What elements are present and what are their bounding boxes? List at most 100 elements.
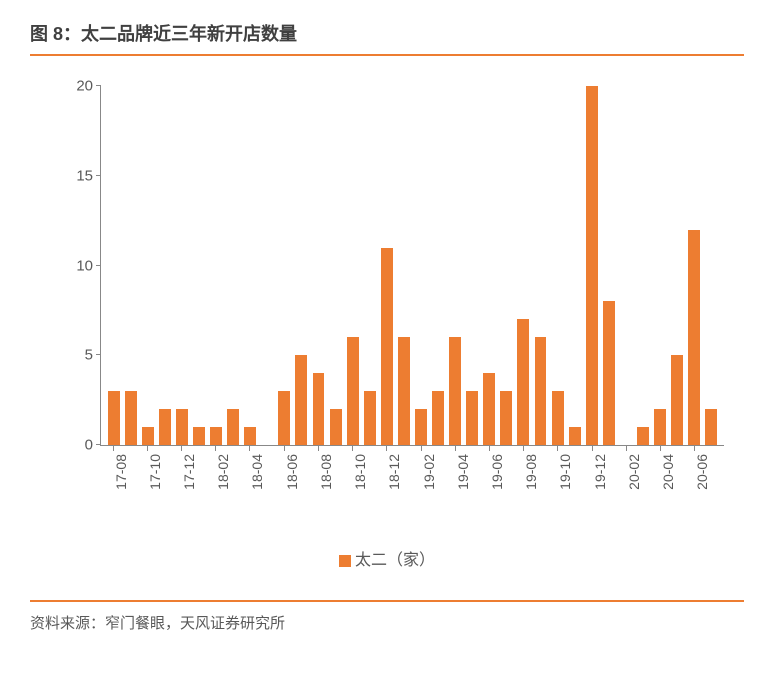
bar xyxy=(278,391,290,445)
bar-slot xyxy=(293,86,310,445)
x-tick-mark xyxy=(215,446,216,451)
bar xyxy=(125,391,137,445)
bar xyxy=(603,301,615,445)
x-slot xyxy=(326,446,343,526)
y-tick-label: 15 xyxy=(76,167,101,184)
x-slot: 18-10 xyxy=(344,446,361,526)
bar-slot xyxy=(617,86,634,445)
bar xyxy=(313,373,325,445)
bar-slot xyxy=(207,86,224,445)
bar-container xyxy=(101,86,724,445)
x-slot xyxy=(429,446,446,526)
x-slot xyxy=(258,446,275,526)
x-slot: 19-08 xyxy=(515,446,532,526)
bar xyxy=(483,373,495,445)
bar xyxy=(364,391,376,445)
x-slot xyxy=(703,446,720,526)
chart-header: 图 8：太二品牌近三年新开店数量 xyxy=(30,20,744,56)
bar-slot xyxy=(464,86,481,445)
bar xyxy=(227,409,239,445)
x-slot xyxy=(121,446,138,526)
bar xyxy=(159,409,171,445)
x-slot: 19-12 xyxy=(583,446,600,526)
bar xyxy=(415,409,427,445)
bar xyxy=(176,409,188,445)
x-tick-mark xyxy=(352,446,353,451)
x-tick-mark xyxy=(249,446,250,451)
bar-slot xyxy=(600,86,617,445)
bar-slot xyxy=(412,86,429,445)
source-footer: 资料来源：窄门餐眼，天风证券研究所 xyxy=(30,600,744,633)
x-slot xyxy=(669,446,686,526)
x-tick-mark xyxy=(660,446,661,451)
bar xyxy=(108,391,120,445)
bar xyxy=(210,427,222,445)
x-tick-mark xyxy=(147,446,148,451)
bar-slot xyxy=(105,86,122,445)
bar-slot xyxy=(310,86,327,445)
legend: 太二（家） xyxy=(30,546,744,570)
bar-slot xyxy=(122,86,139,445)
bar xyxy=(347,337,359,445)
x-slot xyxy=(361,446,378,526)
bar-slot xyxy=(378,86,395,445)
bar-slot xyxy=(515,86,532,445)
x-slot xyxy=(600,446,617,526)
x-slot: 20-04 xyxy=(652,446,669,526)
x-slot xyxy=(463,446,480,526)
bar-slot xyxy=(225,86,242,445)
x-slot: 19-04 xyxy=(446,446,463,526)
bar xyxy=(244,427,256,445)
x-slot xyxy=(566,446,583,526)
bar-slot xyxy=(652,86,669,445)
bar xyxy=(688,230,700,445)
bar xyxy=(586,86,598,445)
bar xyxy=(432,391,444,445)
bar xyxy=(449,337,461,445)
bar xyxy=(500,391,512,445)
bar-slot xyxy=(361,86,378,445)
legend-swatch xyxy=(339,555,351,567)
bar-slot xyxy=(139,86,156,445)
x-slot xyxy=(224,446,241,526)
x-tick-mark xyxy=(523,446,524,451)
x-slot xyxy=(532,446,549,526)
plot-region: 05101520 xyxy=(100,86,724,446)
bar-slot xyxy=(429,86,446,445)
x-tick-mark xyxy=(318,446,319,451)
bar xyxy=(398,337,410,445)
bar xyxy=(295,355,307,445)
bar xyxy=(569,427,581,445)
bar-slot xyxy=(498,86,515,445)
x-slot xyxy=(190,446,207,526)
bar xyxy=(466,391,478,445)
x-slot: 18-08 xyxy=(309,446,326,526)
bar-slot xyxy=(583,86,600,445)
y-tick-label: 5 xyxy=(85,347,101,364)
x-slot: 17-08 xyxy=(104,446,121,526)
bar-slot xyxy=(173,86,190,445)
y-tick-label: 10 xyxy=(76,257,101,274)
x-tick-mark xyxy=(181,446,182,451)
bar-slot xyxy=(481,86,498,445)
bar xyxy=(637,427,649,445)
x-axis: 17-0817-1017-1218-0218-0418-0618-0818-10… xyxy=(100,446,724,526)
x-slot xyxy=(498,446,515,526)
bar xyxy=(330,409,342,445)
x-tick-mark xyxy=(592,446,593,451)
bar-slot xyxy=(344,86,361,445)
x-slot xyxy=(292,446,309,526)
bar-slot xyxy=(669,86,686,445)
x-slot: 18-04 xyxy=(241,446,258,526)
x-tick-mark xyxy=(557,446,558,451)
x-tick-mark xyxy=(626,446,627,451)
x-slot: 19-06 xyxy=(480,446,497,526)
x-tick-mark xyxy=(489,446,490,451)
x-tick-mark xyxy=(694,446,695,451)
x-slot: 20-02 xyxy=(617,446,634,526)
bar-slot xyxy=(532,86,549,445)
bar xyxy=(381,248,393,445)
bar-slot xyxy=(327,86,344,445)
bar-slot xyxy=(156,86,173,445)
bar-slot xyxy=(634,86,651,445)
